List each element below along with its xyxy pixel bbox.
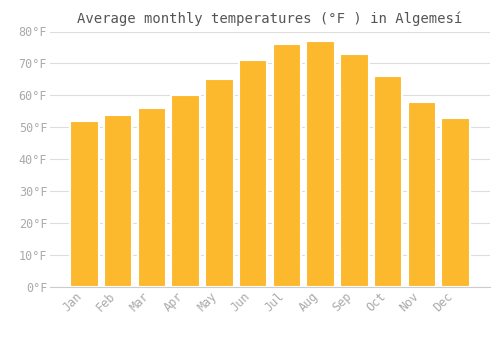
Bar: [442, 118, 470, 287]
Bar: [172, 95, 200, 287]
Bar: [70, 121, 98, 287]
Bar: [239, 60, 268, 287]
Bar: [374, 76, 402, 287]
Bar: [408, 102, 436, 287]
Bar: [306, 41, 335, 287]
Bar: [205, 79, 234, 287]
Bar: [340, 54, 368, 287]
Title: Average monthly temperatures (°F ) in Algemesí: Average monthly temperatures (°F ) in Al…: [78, 12, 462, 26]
Bar: [138, 108, 166, 287]
Bar: [104, 114, 132, 287]
Bar: [272, 44, 301, 287]
